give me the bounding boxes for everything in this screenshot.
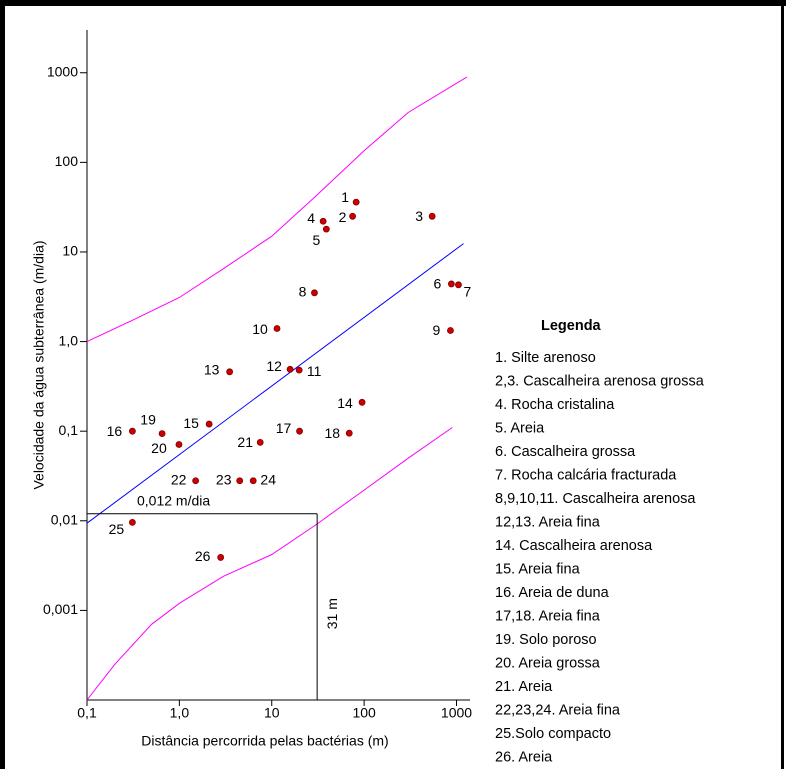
data-point — [128, 427, 136, 435]
point-label: 13 — [204, 361, 220, 377]
y-tick-label: 0,1 — [59, 422, 79, 438]
x-axis-label: Distância percorrida pelas bactérias (m) — [141, 733, 388, 749]
frame-top — [0, 0, 786, 6]
legend-item: 5. Areia — [495, 420, 545, 436]
data-point — [226, 368, 234, 376]
envelope-line — [86, 427, 453, 701]
point-label: 17 — [276, 420, 292, 436]
data-point — [311, 289, 318, 297]
y-tick-label: 0,001 — [43, 601, 78, 617]
data-point — [352, 198, 360, 206]
reference-y-label: 0,012 m/dia — [137, 492, 210, 508]
legend-item: 26. Areia — [495, 749, 553, 765]
point-label: 14 — [337, 395, 353, 411]
data-point — [319, 217, 327, 225]
data-point — [128, 518, 136, 526]
legend-item: 1. Silte arenoso — [495, 350, 596, 366]
legend-item: 14. Cascalheira arenosa — [495, 538, 653, 554]
y-tick-label: 1000 — [47, 63, 78, 79]
legend-item: 12,13. Areia fina — [495, 514, 601, 530]
legend-item: 20. Areia grossa — [495, 655, 601, 671]
reference-x-label: 31 m — [324, 598, 340, 629]
legend-title: Legenda — [541, 318, 602, 334]
point-label: 6 — [433, 276, 441, 292]
point-label: 8 — [299, 284, 307, 300]
point-label: 10 — [252, 321, 268, 337]
legend-item: 25.Solo compacto — [495, 726, 611, 742]
y-axis-label: Velocidade da água subterrânea (m/dia) — [31, 240, 47, 489]
data-point — [205, 420, 213, 428]
point-label: 5 — [312, 232, 320, 248]
frame-right — [781, 0, 784, 769]
legend-item: 19. Solo poroso — [495, 632, 597, 648]
point-label: 1 — [341, 189, 349, 205]
legend-item: 6. Cascalheira grossa — [495, 444, 636, 460]
point-label: 3 — [415, 208, 423, 224]
point-label: 22 — [171, 471, 187, 487]
point-label: 23 — [216, 471, 232, 487]
point-label: 21 — [237, 434, 253, 450]
point-label: 11 — [307, 363, 322, 379]
x-tick-label: 10 — [264, 705, 280, 721]
legend-item: 16. Areia de duna — [495, 585, 610, 601]
point-label: 15 — [183, 415, 199, 431]
data-point — [249, 477, 257, 485]
legend-item: 4. Rocha cristalina — [495, 397, 615, 413]
y-tick-label: 10 — [62, 243, 78, 259]
y-tick-label: 1,0 — [59, 332, 79, 348]
legend-item: 2,3. Cascalheira arenosa grossa — [495, 373, 705, 389]
data-point — [358, 398, 366, 406]
legend-item: 22,23,24. Areia fina — [495, 702, 621, 718]
point-label: 9 — [433, 322, 441, 338]
point-label: 26 — [195, 548, 211, 564]
legend-item: 8,9,10,11. Cascalheira arenosa — [495, 491, 696, 507]
x-tick-label: 1000 — [441, 705, 472, 721]
point-label: 20 — [151, 440, 167, 456]
data-point — [236, 477, 244, 485]
data-point — [447, 280, 455, 288]
data-point — [296, 427, 303, 435]
data-point — [286, 365, 294, 373]
data-point — [447, 327, 454, 334]
point-label: 12 — [266, 358, 282, 374]
point-label: 16 — [107, 423, 123, 439]
data-point — [273, 325, 281, 332]
point-label: 25 — [109, 521, 125, 537]
data-point — [256, 438, 264, 446]
x-tick-label: 100 — [352, 705, 376, 721]
point-label: 2 — [339, 209, 347, 225]
data-point — [345, 429, 353, 437]
point-label: 19 — [140, 411, 156, 427]
point-label: 18 — [324, 425, 340, 441]
x-tick-label: 1,0 — [170, 705, 190, 721]
envelope-line — [86, 76, 468, 343]
legend-item: 21. Areia — [495, 679, 553, 695]
data-point — [428, 212, 436, 220]
data-point — [349, 212, 356, 220]
data-point — [322, 225, 330, 233]
point-label: 24 — [260, 471, 276, 487]
data-point — [455, 281, 462, 289]
y-tick-label: 0,01 — [51, 511, 78, 527]
y-tick-label: 100 — [55, 153, 79, 169]
data-point — [295, 366, 303, 374]
point-label: 4 — [307, 210, 315, 226]
data-point — [175, 441, 183, 448]
legend-item: 7. Rocha calcária fracturada — [495, 467, 677, 483]
data-point — [158, 430, 166, 437]
point-label: 7 — [464, 284, 472, 300]
x-tick-label: 0,1 — [77, 705, 97, 721]
data-point — [217, 554, 225, 561]
envelope-line — [86, 243, 464, 524]
data-point — [192, 477, 200, 485]
frame-left — [0, 0, 5, 769]
legend-item: 15. Areia fina — [495, 561, 581, 577]
legend-item: 17,18. Areia fina — [495, 608, 601, 624]
